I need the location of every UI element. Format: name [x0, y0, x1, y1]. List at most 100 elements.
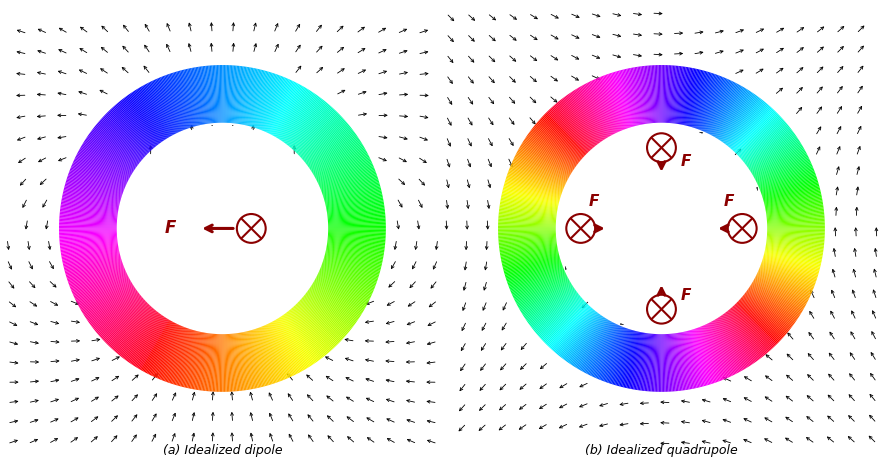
Wedge shape: [719, 317, 750, 366]
Wedge shape: [233, 333, 240, 391]
Wedge shape: [135, 318, 167, 368]
Wedge shape: [293, 106, 332, 150]
Wedge shape: [231, 65, 236, 123]
Wedge shape: [221, 334, 222, 392]
Wedge shape: [498, 238, 556, 244]
Wedge shape: [604, 75, 626, 130]
Wedge shape: [158, 326, 182, 380]
Wedge shape: [196, 67, 206, 124]
Wedge shape: [299, 300, 342, 341]
Wedge shape: [539, 119, 583, 158]
Wedge shape: [597, 326, 621, 380]
Wedge shape: [250, 71, 267, 127]
Wedge shape: [242, 332, 255, 389]
Wedge shape: [764, 253, 820, 268]
Wedge shape: [228, 65, 233, 123]
Wedge shape: [219, 65, 221, 123]
Wedge shape: [498, 237, 556, 243]
Wedge shape: [128, 315, 163, 363]
Wedge shape: [766, 239, 824, 245]
Wedge shape: [687, 331, 703, 387]
Wedge shape: [501, 248, 558, 260]
Wedge shape: [623, 69, 638, 126]
Wedge shape: [714, 319, 744, 370]
Wedge shape: [101, 299, 144, 339]
Wedge shape: [68, 172, 123, 193]
Wedge shape: [620, 70, 636, 126]
Wedge shape: [289, 310, 327, 356]
Wedge shape: [687, 70, 703, 126]
Wedge shape: [755, 152, 806, 179]
Wedge shape: [193, 333, 204, 390]
Wedge shape: [250, 71, 266, 127]
Wedge shape: [503, 254, 559, 269]
Wedge shape: [282, 94, 316, 142]
Wedge shape: [307, 130, 354, 165]
Wedge shape: [244, 69, 258, 125]
Wedge shape: [289, 102, 327, 147]
Wedge shape: [150, 323, 176, 375]
Wedge shape: [501, 249, 558, 261]
Wedge shape: [210, 65, 215, 123]
Wedge shape: [172, 329, 190, 384]
Wedge shape: [713, 86, 743, 137]
Wedge shape: [142, 320, 171, 371]
Wedge shape: [310, 137, 358, 170]
Wedge shape: [758, 163, 812, 187]
Wedge shape: [640, 333, 649, 390]
Wedge shape: [272, 322, 299, 374]
Wedge shape: [234, 333, 241, 391]
Wedge shape: [118, 102, 155, 147]
Wedge shape: [328, 229, 386, 231]
Wedge shape: [673, 333, 680, 391]
Wedge shape: [73, 272, 127, 298]
Wedge shape: [765, 249, 822, 261]
Wedge shape: [734, 109, 774, 152]
Wedge shape: [328, 219, 386, 223]
Wedge shape: [78, 277, 129, 305]
Wedge shape: [325, 254, 381, 269]
Wedge shape: [319, 271, 372, 296]
Wedge shape: [303, 122, 348, 161]
Wedge shape: [232, 65, 238, 123]
Wedge shape: [324, 259, 379, 276]
Wedge shape: [559, 311, 596, 357]
Wedge shape: [310, 287, 358, 320]
Wedge shape: [592, 80, 618, 133]
Wedge shape: [741, 298, 785, 337]
Wedge shape: [573, 90, 605, 139]
Wedge shape: [735, 304, 775, 347]
Wedge shape: [71, 267, 125, 290]
Wedge shape: [742, 296, 787, 334]
Wedge shape: [127, 315, 162, 362]
Wedge shape: [110, 305, 150, 348]
Wedge shape: [693, 329, 712, 384]
Wedge shape: [91, 292, 138, 327]
Wedge shape: [705, 80, 730, 133]
Wedge shape: [325, 189, 381, 204]
Wedge shape: [696, 74, 718, 129]
Wedge shape: [515, 276, 567, 303]
Wedge shape: [576, 318, 607, 368]
Wedge shape: [581, 320, 610, 371]
Wedge shape: [677, 67, 687, 124]
Wedge shape: [626, 332, 640, 388]
Wedge shape: [760, 169, 814, 191]
Wedge shape: [73, 271, 126, 295]
Wedge shape: [735, 303, 777, 345]
Wedge shape: [62, 195, 119, 207]
Wedge shape: [507, 172, 562, 193]
Wedge shape: [766, 248, 822, 260]
Wedge shape: [60, 211, 118, 218]
Wedge shape: [518, 279, 569, 308]
Wedge shape: [572, 317, 604, 365]
Wedge shape: [676, 66, 686, 124]
Wedge shape: [767, 226, 825, 227]
Wedge shape: [610, 73, 628, 128]
Wedge shape: [533, 127, 579, 163]
Wedge shape: [59, 238, 117, 244]
Wedge shape: [61, 202, 118, 212]
Wedge shape: [669, 334, 674, 391]
Wedge shape: [327, 209, 385, 217]
Wedge shape: [59, 226, 117, 227]
